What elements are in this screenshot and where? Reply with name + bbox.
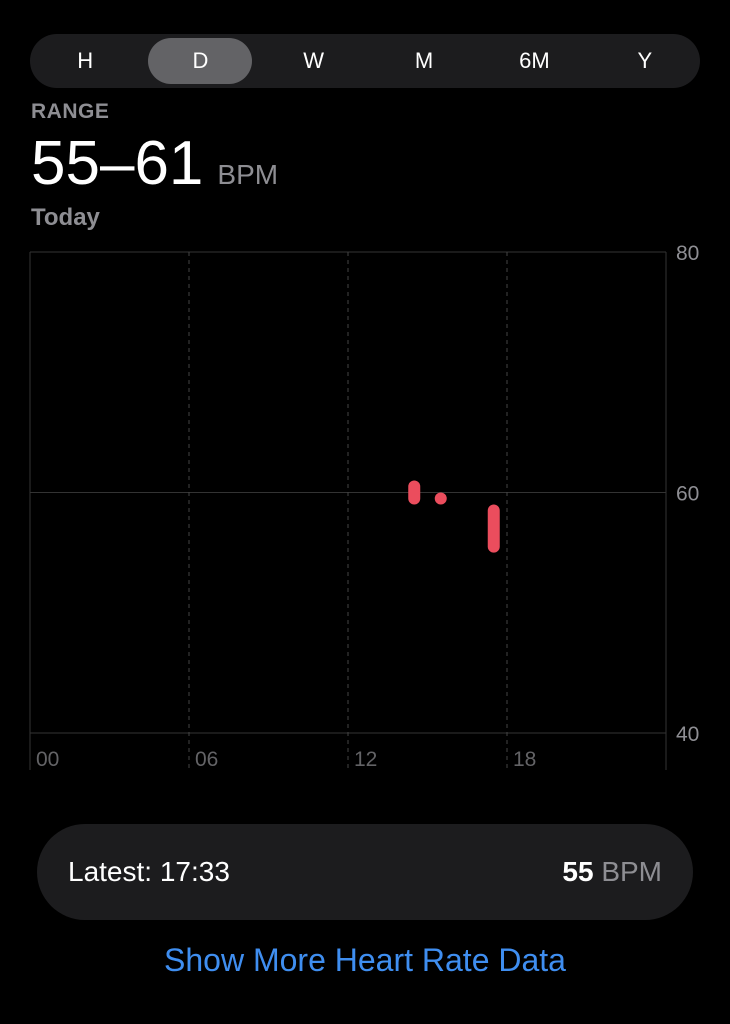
- segment-h[interactable]: H: [77, 48, 94, 73]
- latest-value-group: 55 BPM: [562, 856, 662, 888]
- x-tick-label: 06: [195, 748, 218, 771]
- range-label: RANGE: [31, 100, 110, 123]
- latest-unit: BPM: [601, 856, 662, 887]
- x-tick-label: 18: [513, 748, 536, 771]
- range-unit: BPM: [217, 159, 279, 190]
- y-tick-label: 40: [676, 723, 699, 746]
- range-value-row: 55–61 BPM: [31, 128, 278, 199]
- show-more-link[interactable]: Show More Heart Rate Data: [164, 942, 566, 978]
- period-label: Today: [31, 204, 100, 231]
- latest-card[interactable]: Latest: 17:33 55 BPM: [37, 824, 693, 920]
- segment-w[interactable]: W: [303, 48, 324, 73]
- latest-label: Latest: 17:33: [68, 856, 230, 887]
- y-tick-label: 80: [676, 242, 699, 265]
- segment-y[interactable]: Y: [637, 48, 653, 73]
- latest-value: 55: [562, 856, 594, 887]
- range-value: 55–61: [31, 129, 204, 198]
- y-tick-label: 60: [676, 483, 699, 506]
- heart-rate-chart[interactable]: 80 60 40 00 06 12 18: [0, 0, 730, 800]
- segment-6m[interactable]: 6M: [519, 48, 550, 73]
- segment-m[interactable]: M: [414, 48, 434, 73]
- time-range-segmented-control: H D W M 6M Y: [30, 34, 700, 88]
- x-tick-label: 12: [354, 748, 377, 771]
- x-tick-label: 00: [36, 748, 59, 771]
- segment-d[interactable]: D: [148, 38, 253, 84]
